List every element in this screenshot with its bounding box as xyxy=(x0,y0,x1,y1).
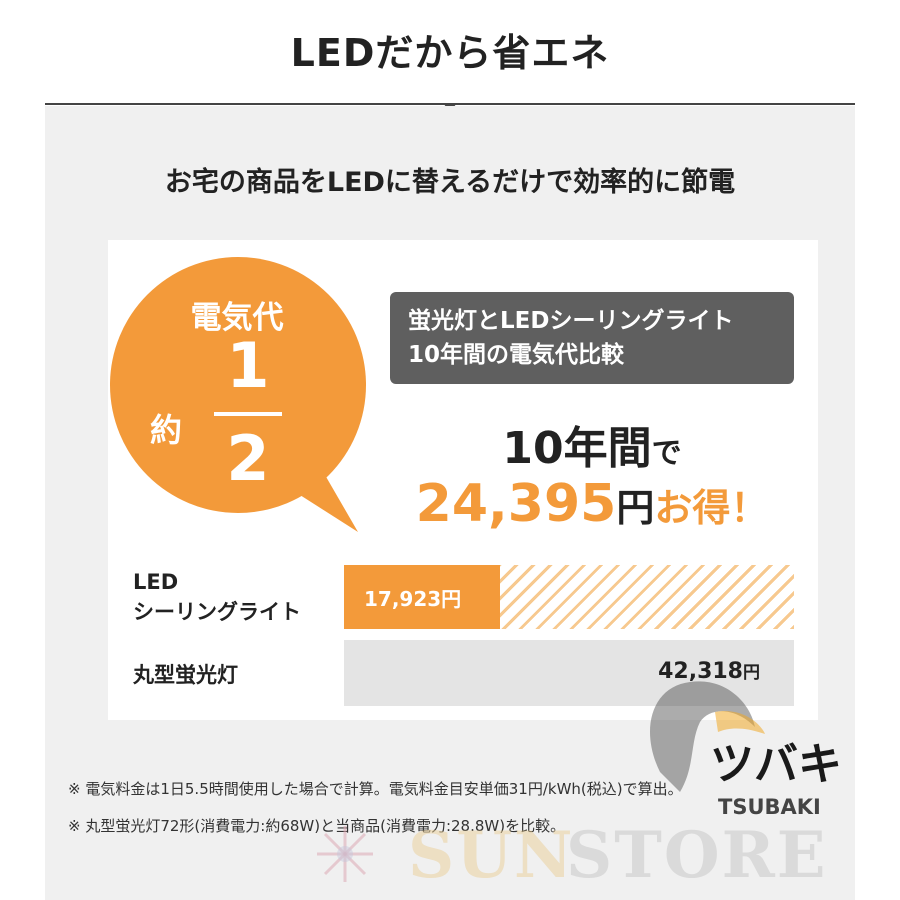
fluor-bar xyxy=(344,640,794,706)
fraction-numerator: 1 xyxy=(226,329,270,402)
fluor-bar-amount: 42,318 xyxy=(658,659,743,684)
savings-amount-suffix: お得！ xyxy=(654,486,769,530)
store-watermark-store: STORE xyxy=(566,818,828,893)
fraction-bar xyxy=(214,412,282,416)
comparison-heading-line1: 蛍光灯とLEDシーリングライト xyxy=(408,308,734,334)
fluor-bar-yen: 円 xyxy=(743,663,760,683)
savings-period-particle: で xyxy=(651,436,682,471)
savings-amount-number: 24,395 xyxy=(415,474,617,534)
speech-bubble-icon xyxy=(110,257,366,532)
tsubaki-bird-logo-icon xyxy=(650,681,765,792)
savings-amount: 24,395円お得！ xyxy=(390,474,794,534)
comparison-heading-box: 蛍光灯とLEDシーリングライト 10年間の電気代比較 xyxy=(390,292,794,384)
brand-latin: TSUBAKI xyxy=(718,795,821,819)
footnote-2: ※ 丸型蛍光灯72形(消費電力:約68W)と当商品(消費電力:28.8W)を比較… xyxy=(68,817,566,835)
savings-amount-yen: 円 xyxy=(616,486,655,530)
led-row-label: LED シーリングライト xyxy=(133,567,301,627)
savings-period-unit: 年間 xyxy=(563,423,652,474)
section-subtitle: お宅の商品をLEDに替えるだけで効率的に節電 xyxy=(164,167,736,198)
brand-kana: ツバキ xyxy=(710,739,842,790)
badge-label: 電気代 xyxy=(190,300,284,336)
page-title: LEDだから省エネ xyxy=(290,31,610,75)
led-label-line2: シーリングライト xyxy=(133,600,301,624)
comparison-heading-line2: 10年間の電気代比較 xyxy=(408,342,625,368)
fluor-bar-value: 42,318円 xyxy=(600,658,760,684)
led-bar-fill xyxy=(344,565,500,629)
footnote-1: ※ 電気料金は1日5.5時間使用した場合で計算。電気料金目安単価31円/kWh(… xyxy=(68,780,683,798)
led-label-line1: LED xyxy=(133,570,179,594)
savings-period-number: 10 xyxy=(502,423,564,474)
fraction-denominator: 2 xyxy=(226,422,270,495)
badge-approx: 約 xyxy=(150,411,183,449)
fluor-row-label: 丸型蛍光灯 xyxy=(133,663,238,687)
led-bar-value: 17,923円 xyxy=(364,587,462,611)
store-watermark-sun: SUN xyxy=(408,818,575,893)
flower-watermark-icon xyxy=(317,826,373,882)
savings-period: 10年間で xyxy=(390,412,794,476)
